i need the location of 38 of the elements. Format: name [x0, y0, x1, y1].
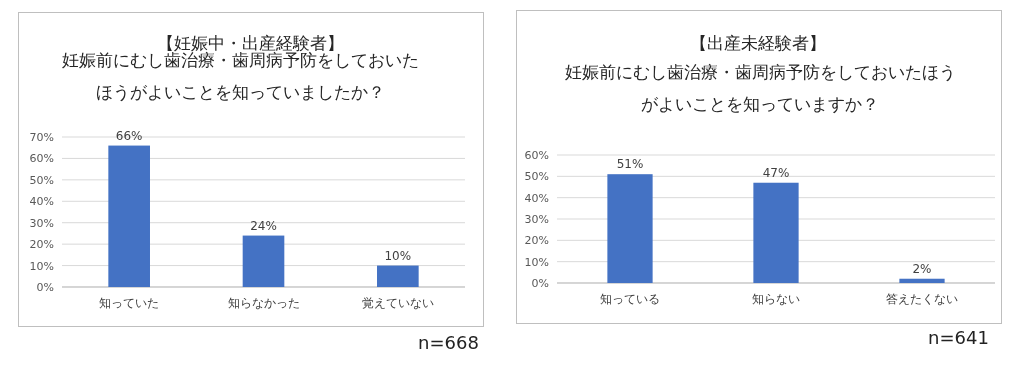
y-tick-label: 10% — [29, 259, 54, 273]
y-tick-label: 50% — [29, 173, 54, 187]
y-tick-label: 50% — [524, 170, 549, 184]
bar — [899, 278, 945, 283]
text: n=641 — [928, 327, 989, 348]
bar — [242, 235, 285, 287]
y-tick-label: 0% — [36, 281, 54, 294]
y-tick-label: 30% — [524, 213, 549, 226]
x-tick-label: 知らなかった — [227, 296, 300, 310]
y-tick-label: 40% — [29, 195, 54, 209]
y-tick-label: 60% — [29, 152, 54, 166]
data-label: 47% — [762, 165, 790, 180]
bar — [377, 265, 419, 287]
x-tick-label: 知らない — [752, 292, 800, 306]
x-tick-label: 答えたくない — [886, 292, 958, 306]
bar — [108, 145, 150, 287]
bar — [753, 182, 799, 283]
bar — [607, 174, 653, 283]
chart-title: 【妊娠中・出産経験者】 — [155, 32, 345, 53]
y-tick-label: 70% — [29, 131, 54, 144]
y-tick-label: 30% — [29, 216, 54, 230]
data-label: 10% — [384, 248, 412, 263]
chart-subtitle: 妊娠前にむし歯治療・歯周病予防をしておいたほうがよいことを知っていますか？ — [563, 61, 957, 116]
data-label: 66% — [115, 128, 143, 143]
data-label: 24% — [250, 218, 277, 233]
data-label: 2% — [912, 261, 932, 276]
x-tick-label: 覚えていない — [361, 296, 434, 310]
y-tick-label: 0% — [531, 277, 549, 290]
y-tick-label: 60% — [524, 149, 549, 162]
y-tick-label: 40% — [524, 191, 549, 205]
text: n=668 — [418, 332, 479, 353]
chart-title: 【出産未経験者】 — [689, 32, 827, 55]
y-tick-label: 20% — [29, 238, 54, 252]
x-tick-label: 知っている — [600, 292, 660, 306]
y-tick-label: 10% — [524, 255, 549, 269]
y-tick-label: 20% — [524, 234, 549, 248]
x-tick-label: 知っていた — [99, 296, 160, 310]
data-label: 51% — [616, 157, 644, 172]
